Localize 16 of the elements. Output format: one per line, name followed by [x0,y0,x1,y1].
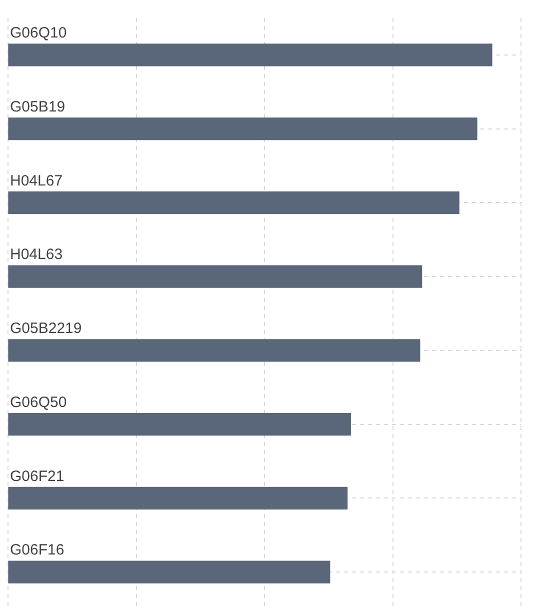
bar [8,560,330,584]
y-tick-label: G05B2219 [10,320,82,338]
bar [8,191,460,214]
bar [8,412,351,436]
bar [8,117,478,140]
bar [8,44,492,66]
y-tick-label: H04L63 [10,246,63,264]
bar [8,486,348,510]
y-tick-label: G06Q50 [10,394,67,411]
bar [8,265,422,288]
y-tick-label: G06F21 [10,468,64,485]
y-tick-label: G05B19 [10,98,66,116]
bar [8,339,420,362]
y-tick-label: G06Q10 [10,24,67,42]
y-tick-label: G06F16 [10,542,64,559]
y-tick-label: H04L67 [10,172,63,190]
